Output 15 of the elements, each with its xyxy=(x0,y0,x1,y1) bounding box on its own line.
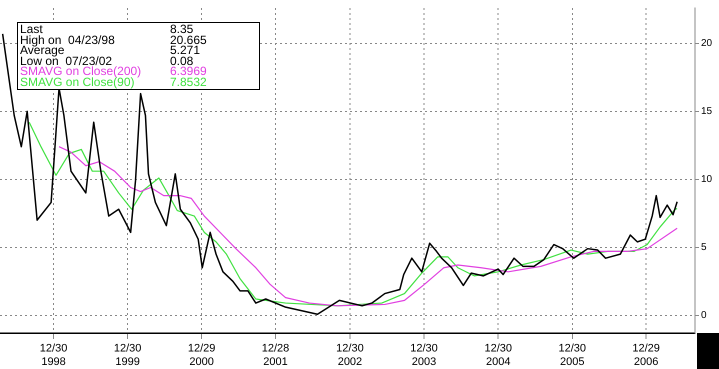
x-tick-label: 12/29 2006 xyxy=(632,342,660,368)
y-tick-label: 15 xyxy=(701,106,713,118)
y-tick-label: 0 xyxy=(701,310,707,322)
x-tick-label: 12/30 2005 xyxy=(558,342,586,368)
x-tick-label: 12/30 1998 xyxy=(40,342,68,368)
x-tick-label: 12/28 2001 xyxy=(262,342,290,368)
y-tick-label: 5 xyxy=(701,242,707,254)
y-tick-label: 20 xyxy=(701,38,713,50)
x-tick-label: 12/30 1999 xyxy=(114,342,142,368)
x-tick-label: 12/29 2000 xyxy=(188,342,216,368)
x-tick-label: 12/30 2004 xyxy=(484,342,512,368)
x-tick-label: 12/30 2002 xyxy=(336,342,364,368)
legend-box: Last 8.35 High on 04/23/98 20.665 Average 5.271 Low on 07/23/02 0.08 SMAVG on Close(200) 6.3969 SMAVG on Close(90) 7.8532 xyxy=(17,22,260,90)
y-tick-label: 10 xyxy=(701,174,713,186)
x-tick-label: 12/30 2003 xyxy=(410,342,438,368)
